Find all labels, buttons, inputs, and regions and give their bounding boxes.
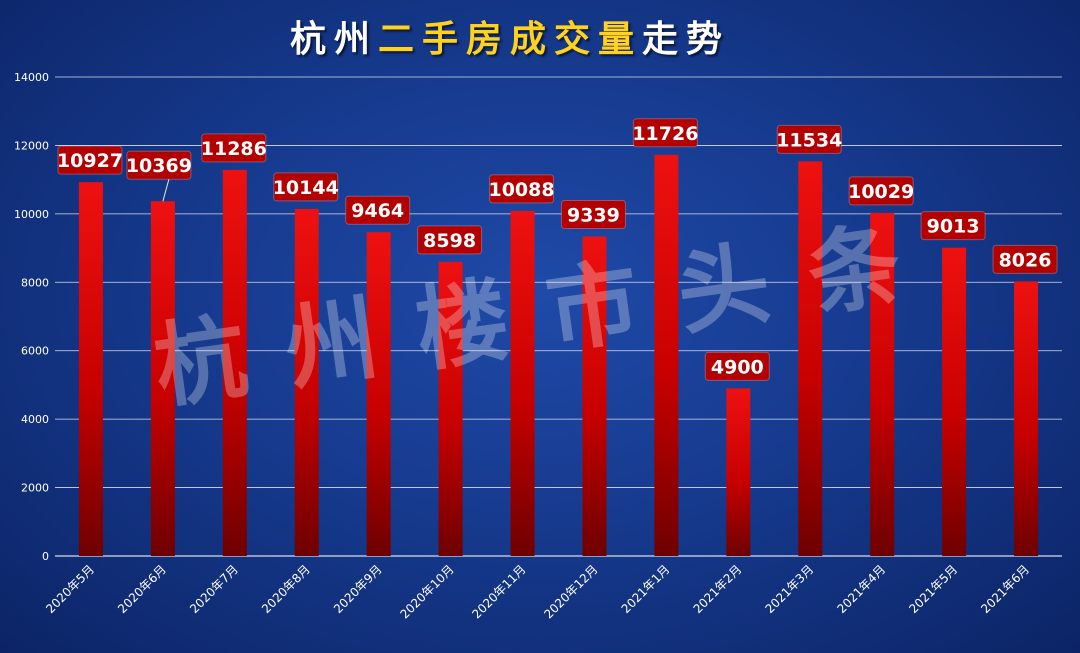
- x-tick-label: 2020年12月: [541, 562, 600, 621]
- data-label: 9464: [345, 195, 411, 225]
- bar: [366, 232, 391, 557]
- y-axis-ticks: 0 2000 4000 6000 8000 10000 12000 14000: [14, 71, 49, 563]
- data-labels: 10927 10369 11286 10144 9464 8598 10088 9339 117…: [57, 118, 1058, 381]
- y-tick-label: 8000: [21, 276, 49, 289]
- bar: [870, 212, 895, 556]
- bar: [438, 261, 463, 556]
- y-tick-label: 12000: [14, 139, 49, 152]
- x-tick-label: 2021年1月: [619, 562, 673, 616]
- x-tick-label: 2020年8月: [259, 562, 313, 616]
- bar: [78, 182, 103, 556]
- data-label: 10088: [488, 174, 555, 204]
- y-tick-label: 4000: [21, 413, 49, 426]
- x-tick-label: 2020年11月: [469, 562, 528, 621]
- bar: [942, 247, 967, 556]
- svg-text:10029: 10029: [848, 181, 914, 203]
- x-tick-label: 2021年2月: [691, 562, 745, 616]
- svg-text:9339: 9339: [567, 204, 620, 226]
- x-tick-label: 2021年5月: [906, 562, 960, 616]
- svg-text:9013: 9013: [927, 216, 980, 238]
- x-tick-label: 2020年5月: [43, 562, 97, 616]
- svg-text:10369: 10369: [126, 155, 192, 177]
- data-label: 10144: [273, 172, 339, 202]
- bar: [222, 169, 247, 556]
- y-tick-label: 0: [42, 550, 49, 563]
- data-label: 8026: [992, 244, 1058, 274]
- bar: [510, 210, 535, 556]
- svg-text:4900: 4900: [711, 356, 764, 378]
- data-label: 11286: [201, 133, 267, 163]
- x-axis-ticks: 2020年5月 2020年6月 2020年7月 2020年8月 2020年9月 2020年…: [43, 562, 1032, 621]
- x-tick-label: 2020年10月: [397, 562, 456, 621]
- y-tick-label: 10000: [14, 208, 49, 221]
- svg-text:11534: 11534: [776, 129, 842, 151]
- data-label: 10927: [57, 145, 123, 175]
- svg-text:10144: 10144: [273, 177, 339, 199]
- y-tick-label: 2000: [21, 482, 49, 495]
- svg-text:8598: 8598: [423, 230, 476, 252]
- x-tick-label: 2021年3月: [762, 562, 816, 616]
- svg-text:11286: 11286: [201, 138, 267, 160]
- data-label: 10369: [126, 150, 192, 202]
- x-tick-label: 2020年7月: [187, 562, 241, 616]
- x-tick-label: 2021年6月: [978, 562, 1032, 616]
- data-label: 11534: [776, 124, 842, 154]
- data-label: 10029: [848, 176, 914, 206]
- data-label: 9339: [560, 199, 626, 229]
- x-tick-label: 2020年9月: [331, 562, 385, 616]
- bars: [78, 154, 1039, 557]
- svg-text:8026: 8026: [999, 249, 1052, 271]
- bar: [798, 161, 823, 556]
- bar: [582, 236, 607, 556]
- bar: [654, 154, 679, 556]
- bar: [1014, 281, 1039, 556]
- y-tick-label: 14000: [14, 71, 49, 84]
- y-tick-label: 6000: [21, 345, 49, 358]
- x-tick-label: 2021年4月: [834, 562, 888, 616]
- data-label: 8598: [417, 225, 483, 255]
- svg-text:10927: 10927: [57, 150, 123, 172]
- data-label: 11726: [632, 118, 698, 148]
- title-highlight: 二手房成交量: [377, 19, 642, 60]
- chart-title: 杭州二手房成交量走势: [0, 10, 1020, 62]
- svg-text:9464: 9464: [351, 200, 404, 222]
- bar: [150, 201, 175, 557]
- svg-text:10088: 10088: [488, 179, 554, 201]
- title-suffix: 走势: [642, 19, 731, 60]
- data-label: 4900: [704, 351, 770, 381]
- x-tick-label: 2020年6月: [115, 562, 169, 616]
- title-city: 杭州: [289, 19, 378, 60]
- bar: [726, 388, 751, 556]
- data-label: 9013: [920, 211, 986, 241]
- svg-text:11726: 11726: [632, 123, 698, 145]
- bar: [294, 208, 319, 556]
